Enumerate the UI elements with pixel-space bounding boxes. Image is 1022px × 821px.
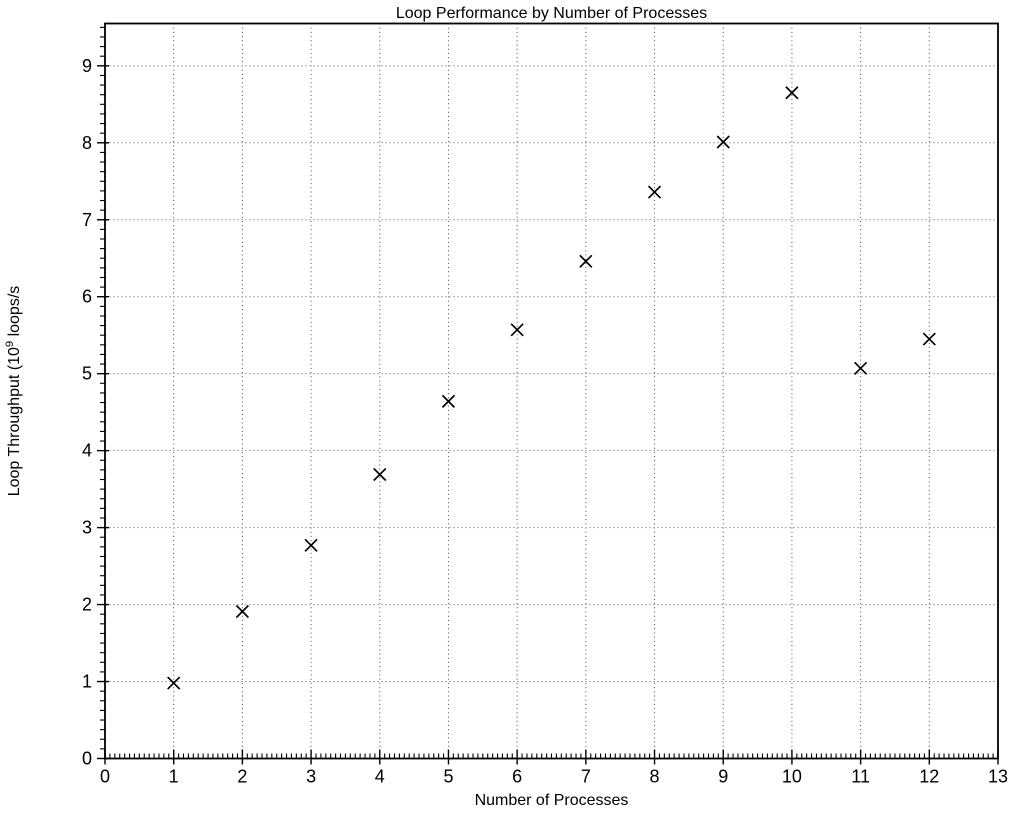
y-tick-label: 8	[82, 133, 92, 153]
y-tick-label: 9	[82, 56, 92, 76]
x-tick-label: 11	[851, 767, 870, 787]
x-tick-label: 2	[237, 767, 247, 787]
data-point-marker	[235, 604, 249, 619]
x-tick-label: 5	[443, 767, 453, 787]
y-tick-label: 7	[82, 210, 92, 230]
y-tick-label: 0	[82, 749, 92, 769]
data-point-marker	[304, 538, 318, 552]
data-point-marker	[373, 467, 387, 482]
x-tick-label: 13	[988, 767, 1008, 787]
x-axis-title: Number of Processes	[474, 792, 629, 809]
data-point-marker	[167, 676, 181, 690]
y-tick-label: 2	[82, 595, 92, 615]
x-tick-label: 10	[782, 767, 802, 787]
x-tick-label: 3	[306, 767, 316, 787]
x-tick-label: 7	[581, 767, 591, 787]
data-point-marker	[441, 394, 456, 408]
y-tick-label: 4	[82, 441, 92, 461]
chart-title: Loop Performance by Number of Processes	[395, 5, 708, 22]
data-point-marker	[854, 361, 868, 375]
x-tick-label: 12	[919, 767, 939, 787]
x-tick-label: 6	[512, 767, 522, 787]
data-point-marker	[579, 254, 593, 268]
plot-frame	[104, 22, 999, 760]
x-tick-label: 8	[650, 767, 660, 787]
y-tick-label: 1	[82, 672, 92, 692]
data-point-marker	[716, 135, 730, 149]
data-point-marker	[922, 332, 936, 346]
y-tick-label: 5	[82, 364, 92, 384]
x-tick-label: 0	[100, 767, 110, 787]
x-tick-label: 1	[169, 767, 179, 787]
data-point-marker	[785, 86, 799, 100]
y-tick-label: 3	[82, 518, 92, 538]
y-tick-label: 6	[82, 287, 92, 307]
data-point-marker	[647, 185, 662, 199]
data-point-marker	[510, 323, 524, 337]
x-tick-label: 9	[718, 767, 728, 787]
x-tick-label: 4	[375, 767, 385, 787]
